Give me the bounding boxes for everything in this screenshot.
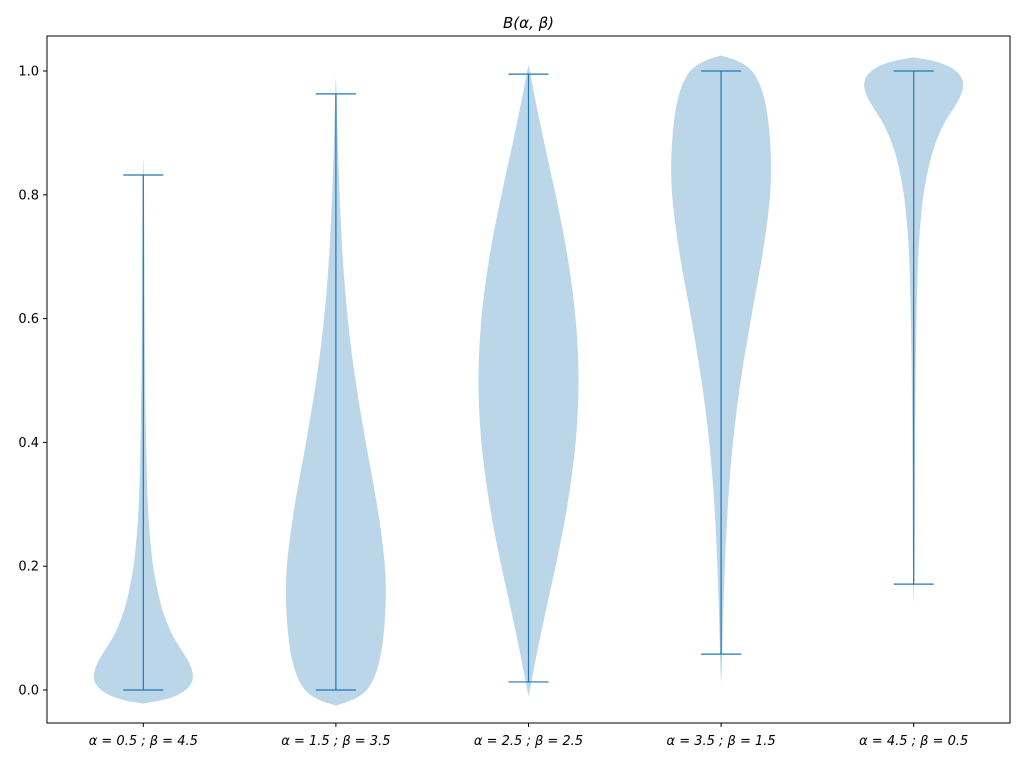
y-tick-label: 0.0 xyxy=(18,684,39,699)
y-tick-label: 0.2 xyxy=(18,560,39,575)
y-tick-label: 1.0 xyxy=(18,65,39,80)
x-tick-label: α = 4.5 ; β = 0.5 xyxy=(859,734,968,749)
x-tick-label: α = 3.5 ; β = 1.5 xyxy=(667,734,776,749)
y-tick-label: 0.6 xyxy=(18,312,39,327)
x-tick-label: α = 2.5 ; β = 2.5 xyxy=(474,734,583,749)
y-tick-label: 0.8 xyxy=(18,188,39,203)
chart-title: B(α, β) xyxy=(503,14,554,32)
y-tick-label: 0.4 xyxy=(18,436,39,451)
x-tick-label: α = 1.5 ; β = 3.5 xyxy=(281,734,390,749)
x-tick-label: α = 0.5 ; β = 4.5 xyxy=(89,734,198,749)
